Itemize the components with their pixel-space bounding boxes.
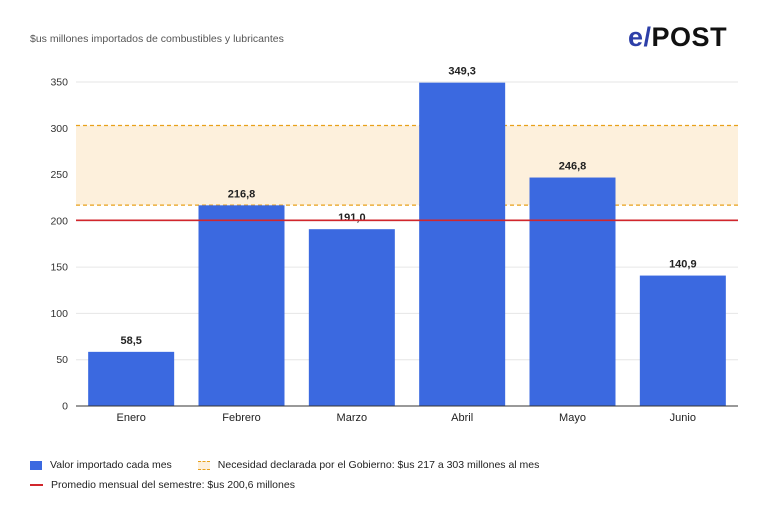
y-tick-label: 200 (50, 215, 68, 227)
chart-subtitle: $us millones importados de combustibles … (30, 33, 284, 45)
logo-e: e (628, 22, 644, 52)
bar-chart: 0 50 100 150 200 250 300 350 58,5 Enero 216,8 Febre… (50, 66, 738, 424)
bar (308, 229, 395, 406)
legend-average-swatch (30, 484, 43, 486)
x-tick-label: Marzo (337, 412, 368, 424)
legend-row-1: Valor importado cada mes Necesidad decla… (30, 459, 565, 471)
logo-slash: / (643, 22, 652, 52)
legend-range-label: Necesidad declarada por el Gobierno: $us… (217, 459, 540, 471)
legend-bar-swatch (30, 460, 42, 470)
legend-range: Necesidad declarada por el Gobierno: $us… (197, 459, 540, 471)
government-need-band (76, 125, 738, 206)
bar (88, 351, 175, 406)
x-tick-label: Febrero (222, 412, 261, 424)
bar (419, 82, 506, 406)
legend-bars: Valor importado cada mes (30, 459, 172, 471)
legend-row-2: Promedio mensual del semestre: $us 200,6… (30, 479, 321, 491)
legend-average-label: Promedio mensual del semestre: $us 200,6… (51, 479, 295, 491)
x-tick-label: Junio (670, 412, 696, 424)
bar (198, 205, 285, 406)
legend-bars-label: Valor importado cada mes (50, 459, 172, 471)
x-tick-label: Mayo (559, 412, 586, 424)
y-tick-label: 150 (50, 262, 68, 274)
legend-range-swatch (197, 460, 210, 470)
y-tick-label: 100 (50, 308, 68, 320)
y-tick-label: 350 (50, 77, 68, 89)
bar (529, 177, 616, 406)
epost-logo: e/POST (628, 22, 727, 53)
x-tick-label: Abril (451, 412, 473, 424)
bar-value-label: 140,9 (669, 259, 697, 271)
y-tick-label: 250 (50, 169, 68, 181)
y-tick-label: 50 (56, 354, 68, 366)
x-tick-label: Enero (116, 412, 145, 424)
bar-value-label: 349,3 (448, 66, 476, 78)
y-tick-label: 300 (50, 123, 68, 135)
bar (639, 275, 726, 406)
bar-value-label: 58,5 (120, 335, 141, 347)
bar-value-label: 216,8 (228, 188, 256, 200)
logo-post: POST (651, 22, 728, 52)
y-tick-label: 0 (62, 401, 68, 413)
bar-value-label: 191,0 (338, 212, 366, 224)
legend-average: Promedio mensual del semestre: $us 200,6… (30, 479, 295, 491)
bar-value-label: 246,8 (559, 161, 587, 173)
